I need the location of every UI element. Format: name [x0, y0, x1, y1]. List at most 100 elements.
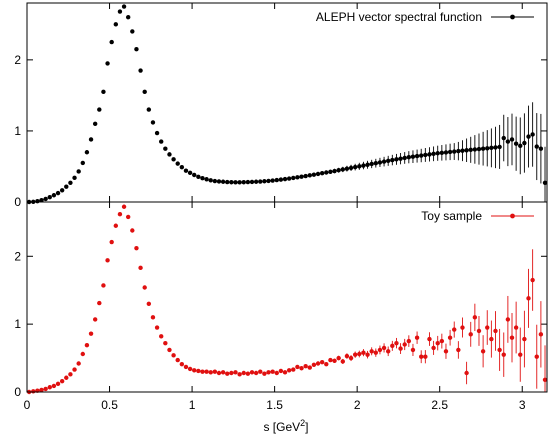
bottom-data-point — [402, 342, 407, 347]
top-data-point — [175, 161, 180, 166]
top-data-point — [51, 193, 57, 198]
top-data-point — [307, 173, 312, 178]
bottom-data-point — [134, 245, 139, 251]
top-data-point — [489, 145, 494, 151]
bottom-data-point — [385, 349, 391, 354]
top-data-point — [278, 177, 284, 182]
top-data-point — [398, 156, 403, 161]
bottom-axis-ticks: 0 1 2 0 0.5 1 1.5 2 2.5 3 — [14, 202, 547, 412]
bottom-data-point — [138, 265, 143, 271]
top-data-point — [303, 173, 308, 179]
top-data-point — [196, 174, 201, 179]
top-data-point — [84, 150, 90, 155]
bottom-data-point — [489, 336, 494, 342]
bottom-data-point — [270, 369, 275, 374]
top-legend: ALEPH vector spectral function — [316, 10, 534, 24]
top-data-point — [150, 120, 156, 125]
bottom-data-point — [59, 378, 65, 384]
top-data-point — [522, 140, 527, 146]
bottom-data-point — [518, 352, 523, 357]
top-data-point — [80, 160, 85, 166]
top-y-tick-label: 2 — [14, 53, 21, 67]
top-data-point — [138, 68, 143, 73]
bottom-data-point — [361, 350, 366, 355]
top-data-point — [427, 152, 432, 157]
top-data-point — [518, 143, 523, 149]
top-data-point — [270, 178, 275, 183]
top-data-point — [130, 29, 135, 34]
bottom-data-point — [328, 357, 333, 363]
bottom-data-point — [274, 370, 279, 376]
top-data-points — [26, 4, 548, 205]
top-data-point — [357, 164, 362, 169]
bottom-y-tick-label: 1 — [14, 317, 21, 331]
bottom-data-point — [369, 349, 374, 354]
bottom-data-point — [233, 370, 238, 375]
top-data-point — [97, 107, 102, 112]
bottom-data-point — [542, 377, 548, 382]
bottom-legend: Toy sample — [421, 209, 534, 223]
bottom-data-point — [187, 366, 193, 372]
bottom-data-point — [460, 325, 465, 330]
bottom-data-point — [427, 336, 432, 342]
top-data-point — [291, 175, 296, 181]
bottom-data-point — [348, 355, 354, 361]
bottom-data-point — [394, 340, 399, 346]
bottom-x-tick-label: 2.5 — [431, 398, 448, 412]
top-data-point — [332, 168, 337, 174]
bottom-data-point — [476, 328, 482, 334]
bottom-data-point — [509, 335, 515, 340]
bottom-x-tick-label: 0.5 — [101, 398, 118, 412]
top-data-point — [538, 146, 544, 151]
top-data-point — [365, 162, 370, 167]
bottom-data-point — [92, 317, 98, 322]
top-data-point — [92, 121, 98, 127]
bottom-data-point — [84, 342, 90, 348]
bottom-data-point — [249, 370, 255, 375]
top-data-point — [237, 180, 242, 185]
bottom-data-point — [55, 381, 61, 387]
top-data-point — [369, 161, 374, 167]
top-data-point — [47, 194, 52, 200]
top-data-point — [406, 155, 412, 160]
top-data-point — [385, 158, 391, 164]
top-data-point — [105, 61, 110, 66]
bottom-data-point — [497, 347, 502, 353]
top-data-point — [55, 190, 61, 196]
bottom-data-point — [208, 370, 213, 375]
bottom-data-point — [117, 212, 123, 217]
top-data-point — [274, 177, 279, 183]
bottom-data-point — [179, 361, 185, 367]
top-data-point — [501, 135, 506, 141]
top-data-point — [43, 196, 48, 202]
top-data-point — [241, 180, 246, 185]
top-data-point — [192, 172, 197, 178]
bottom-data-point — [522, 336, 527, 342]
bottom-data-point — [344, 353, 350, 359]
top-error-bars — [305, 102, 546, 202]
bottom-data-point — [340, 359, 345, 364]
top-data-point — [134, 46, 139, 52]
bottom-data-point — [262, 371, 267, 376]
top-data-point — [431, 151, 436, 157]
bottom-x-tick-label: 1 — [189, 398, 196, 412]
top-data-point — [154, 130, 160, 136]
bottom-data-point — [154, 325, 160, 330]
top-data-point — [249, 179, 255, 185]
top-data-point — [233, 180, 238, 185]
top-data-point — [204, 177, 209, 182]
bottom-data-point — [121, 204, 127, 209]
bottom-data-point — [406, 338, 412, 344]
top-data-point — [200, 175, 205, 181]
top-data-point — [262, 179, 267, 184]
bottom-data-point — [183, 364, 189, 370]
top-data-point — [68, 180, 73, 186]
bottom-data-point — [315, 361, 321, 366]
top-data-point — [39, 198, 44, 203]
bottom-data-point — [216, 370, 222, 376]
bottom-plot-frame — [26, 201, 548, 393]
bottom-y-tick-label: 2 — [14, 249, 21, 263]
bottom-data-point — [493, 328, 498, 334]
top-data-point — [35, 199, 40, 204]
bottom-data-point — [431, 345, 436, 351]
